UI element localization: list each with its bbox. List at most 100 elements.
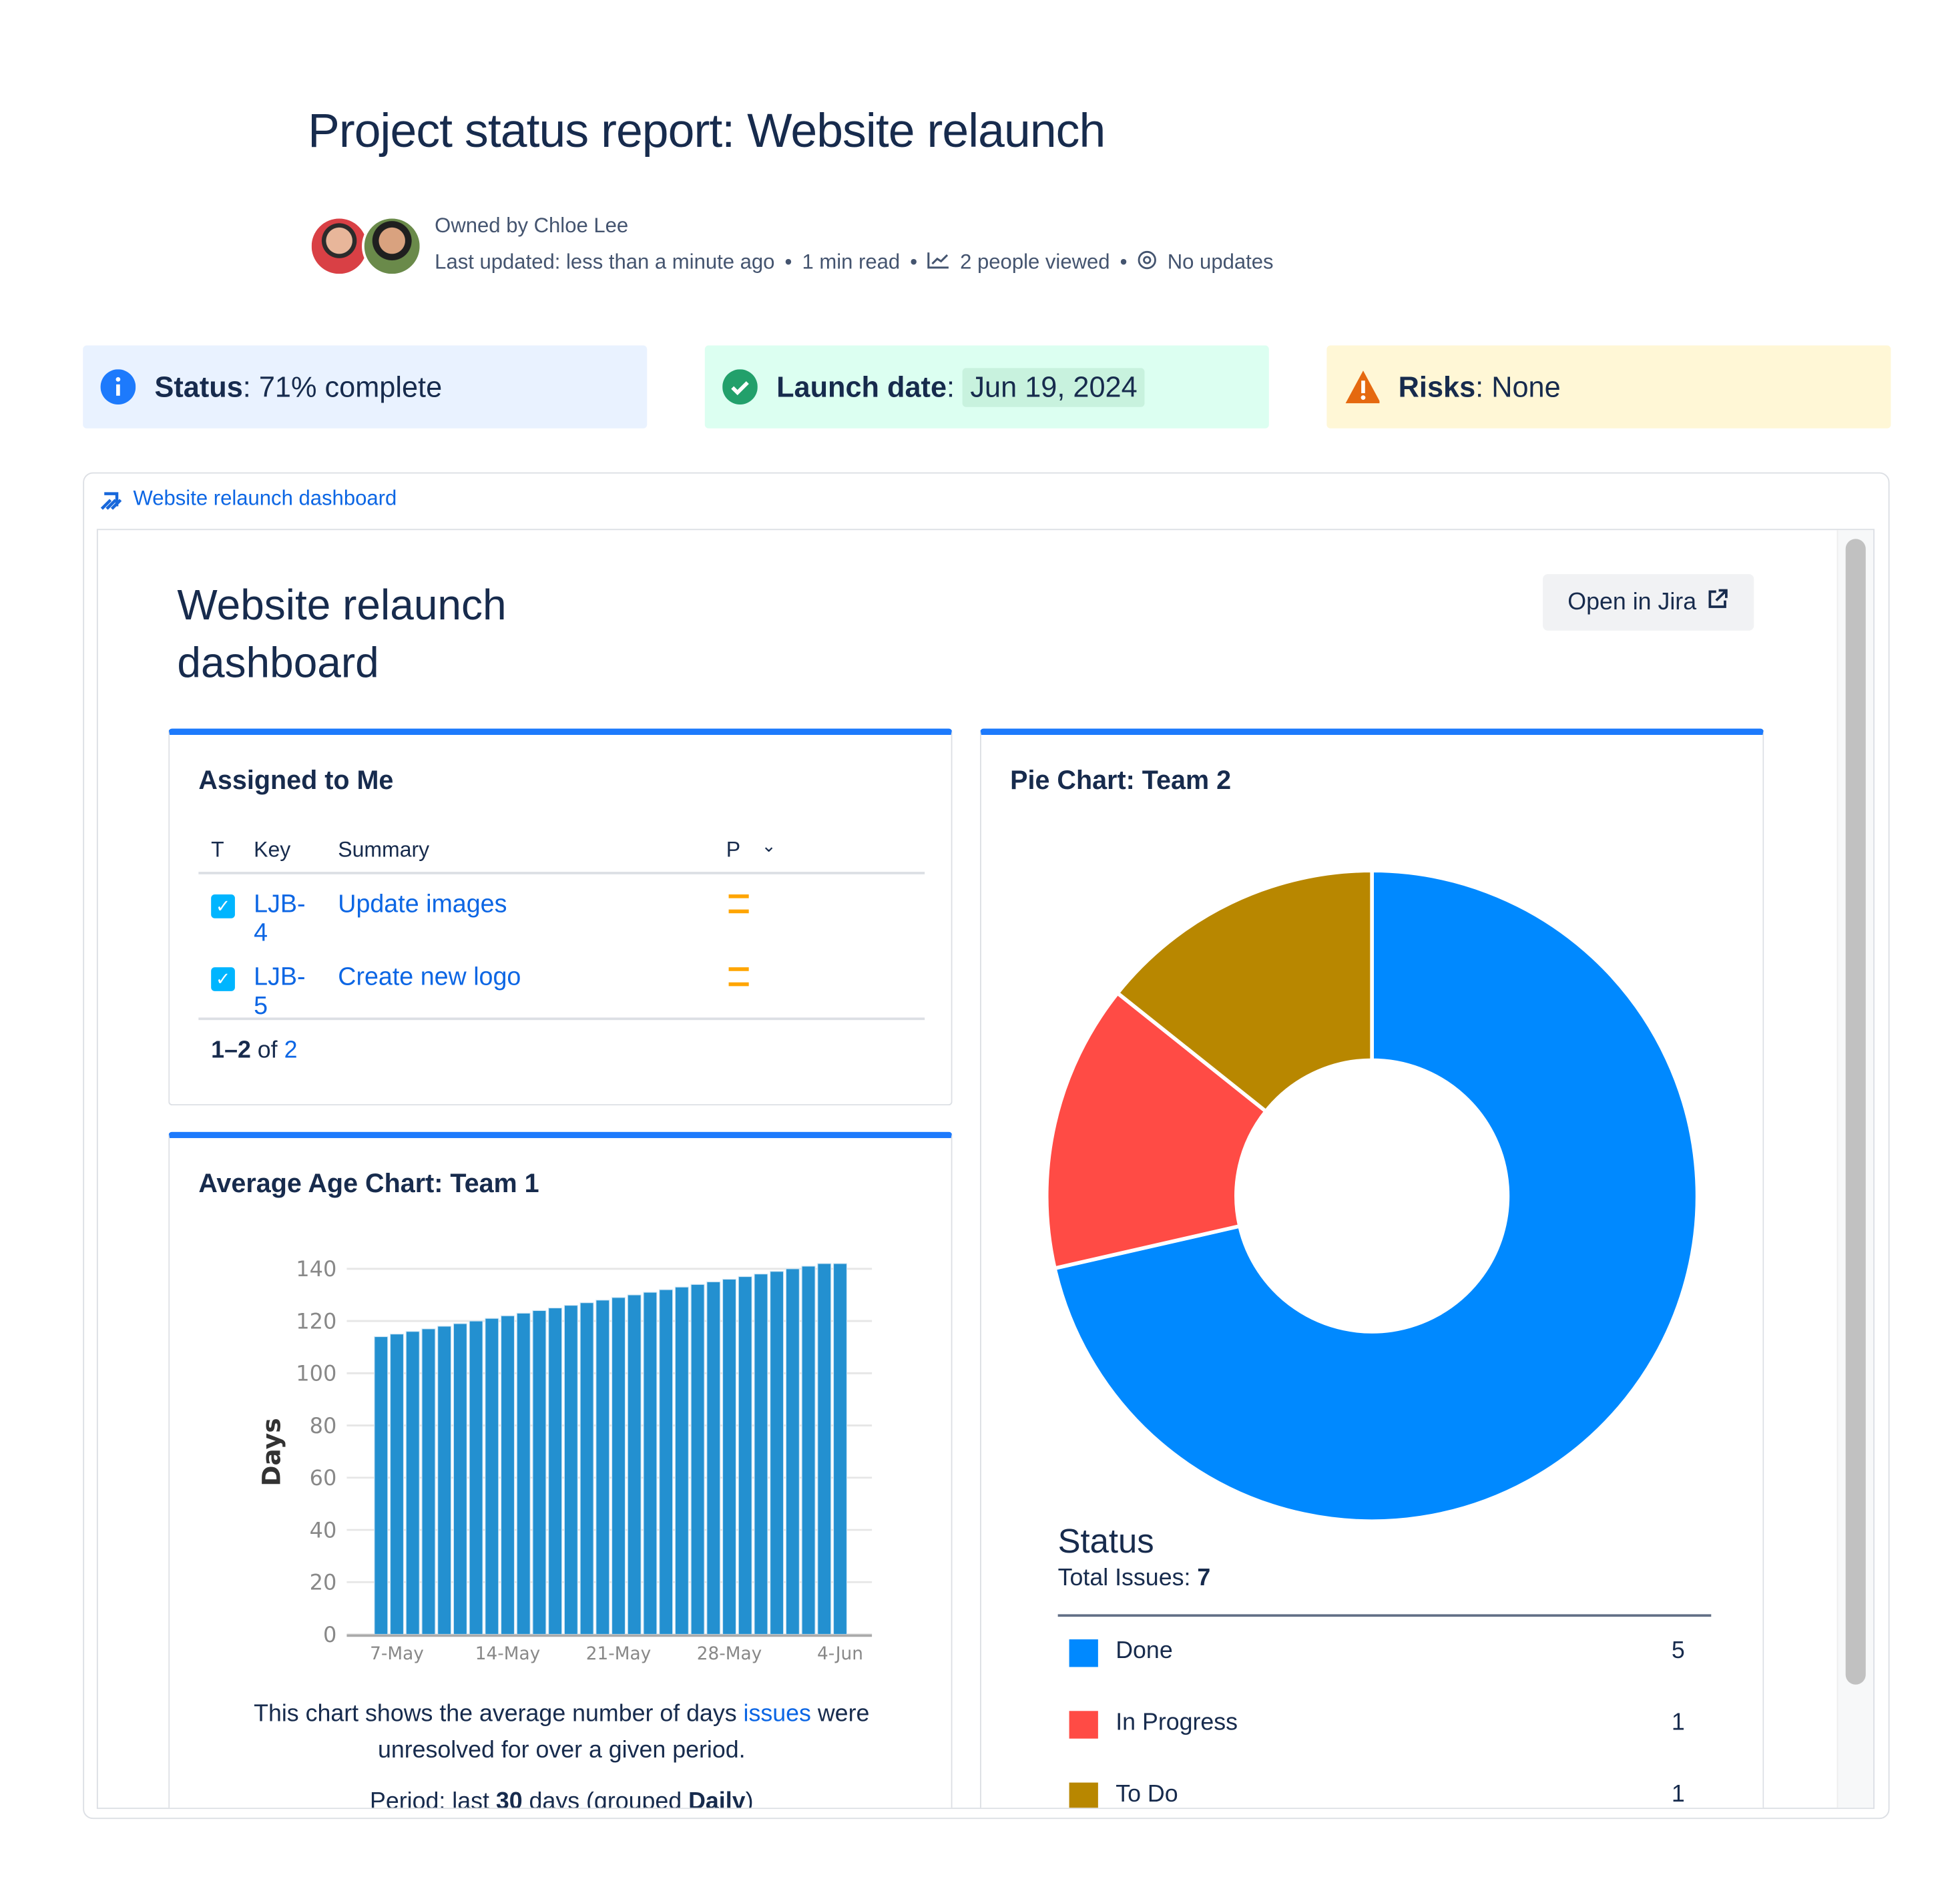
bar[interactable] <box>643 1292 658 1635</box>
bar[interactable] <box>785 1268 800 1635</box>
col-key[interactable]: Key <box>254 838 291 862</box>
bar[interactable] <box>374 1336 389 1635</box>
gadget-title: Assigned to Me <box>198 766 394 796</box>
risks-label: Risks <box>1398 370 1476 403</box>
age-bar-chart: 0 20 40 60 80 100 120 140 7-May 14-May 21-May 28-Ma… <box>257 1256 873 1664</box>
col-summary[interactable]: Summary <box>338 838 430 862</box>
bar[interactable] <box>516 1312 531 1635</box>
bar[interactable] <box>722 1278 737 1635</box>
chart-description: This chart shows the average number of d… <box>254 1701 870 1764</box>
separator: • <box>1120 251 1128 274</box>
jira-icon <box>99 489 122 517</box>
status-banner: Status: 71% complete <box>83 345 648 429</box>
legend-label: In Progress <box>1116 1709 1238 1736</box>
owner-text: Owned by Chloe Lee <box>435 214 629 238</box>
bar[interactable] <box>532 1310 547 1635</box>
chart-period: Period: last 30 days (grouped Daily) <box>370 1788 754 1810</box>
dashboard-frame: Website relaunch dashboard Open in Jira … <box>96 529 1875 1810</box>
status-label: Status <box>154 370 243 403</box>
open-in-jira-button[interactable]: Open in Jira <box>1543 574 1754 631</box>
legend-swatch <box>1069 1711 1098 1739</box>
bar[interactable] <box>579 1302 594 1635</box>
bar[interactable] <box>421 1328 436 1635</box>
gadget-title: Average Age Chart: Team 1 <box>198 1169 539 1199</box>
bar[interactable] <box>563 1305 578 1635</box>
bar[interactable] <box>595 1300 610 1635</box>
legend-count: 1 <box>1671 1781 1685 1808</box>
legend-divider <box>1057 1614 1712 1617</box>
bar[interactable] <box>754 1274 768 1635</box>
bar[interactable] <box>500 1315 515 1635</box>
pagination: 1–2 of 2 <box>211 1037 298 1065</box>
total-issues: Total Issues: 7 <box>1057 1565 1211 1592</box>
views-link[interactable]: 2 people viewed <box>960 251 1110 274</box>
y-axis-label: Days <box>257 1418 286 1486</box>
task-checkbox-icon: ✓ <box>211 967 235 991</box>
issue-summary[interactable]: Create new logo <box>338 963 521 991</box>
bar[interactable] <box>659 1289 674 1635</box>
chevron-down-icon[interactable]: ⌄ <box>761 835 776 856</box>
issue-summary[interactable]: Update images <box>338 890 507 918</box>
age-chart-gadget: Average Age Chart: Team 1 0 20 40 60 80 100 12… <box>168 1131 953 1810</box>
legend-item[interactable]: In Progress 1 <box>1069 1709 1685 1739</box>
bar[interactable] <box>738 1276 752 1635</box>
issue-key[interactable]: LJB-4 <box>254 890 306 948</box>
chart-trend-icon <box>927 251 950 275</box>
issue-key[interactable]: LJB-5 <box>254 963 306 1021</box>
x-tick-label: 28-May <box>697 1644 762 1664</box>
col-priority[interactable]: P <box>726 838 741 862</box>
bar[interactable] <box>706 1281 721 1635</box>
avatar[interactable] <box>362 216 423 277</box>
jira-embed <box>83 472 1890 1820</box>
bar[interactable] <box>485 1318 499 1635</box>
bar[interactable] <box>405 1331 420 1635</box>
divider <box>198 872 925 874</box>
x-tick-label: 14-May <box>475 1644 540 1664</box>
last-updated: Last updated: less than a minute ago <box>435 251 775 274</box>
bar[interactable] <box>548 1307 563 1635</box>
avatar[interactable] <box>308 216 370 277</box>
launch-date-label: Launch date <box>776 370 947 403</box>
bar[interactable] <box>674 1286 689 1635</box>
issues-link[interactable]: issues <box>743 1701 811 1727</box>
bar[interactable] <box>611 1297 626 1635</box>
bar[interactable] <box>469 1320 483 1635</box>
external-link-icon <box>1706 587 1729 617</box>
bar[interactable] <box>770 1271 784 1635</box>
dashboard-title: Website relaunch dashboard <box>177 581 507 688</box>
bar[interactable] <box>832 1263 848 1635</box>
pie-slice-in-progress[interactable] <box>1044 990 1269 1271</box>
bar[interactable] <box>690 1284 705 1635</box>
risks-value: None <box>1491 370 1561 403</box>
read-time: 1 min read <box>802 251 901 274</box>
scrollbar-thumb[interactable] <box>1845 539 1866 1685</box>
x-tick-label: 4-Jun <box>817 1644 863 1664</box>
pager-total-link[interactable]: 2 <box>284 1037 298 1065</box>
bar[interactable] <box>437 1326 452 1635</box>
legend-item[interactable]: Done 5 <box>1069 1638 1685 1668</box>
col-t[interactable]: T <box>211 838 224 862</box>
bar[interactable] <box>389 1334 405 1635</box>
check-circle-icon <box>722 369 758 405</box>
y-tick-label: 80 <box>310 1413 337 1438</box>
bar[interactable] <box>801 1266 816 1635</box>
launch-date-banner: Launch date: Jun 19, 2024 <box>704 345 1269 429</box>
pie-slice-to-do[interactable] <box>1115 868 1374 1114</box>
legend-label: Done <box>1116 1638 1173 1665</box>
legend-item[interactable]: To Do 1 <box>1069 1781 1685 1808</box>
bar[interactable] <box>817 1263 832 1635</box>
y-tick-label: 60 <box>310 1465 337 1491</box>
y-tick-label: 120 <box>296 1308 336 1334</box>
bar[interactable] <box>453 1323 467 1635</box>
legend-swatch <box>1069 1782 1098 1808</box>
y-tick-label: 140 <box>296 1256 336 1282</box>
bar[interactable] <box>627 1294 642 1635</box>
task-checkbox-icon: ✓ <box>211 894 235 918</box>
legend-swatch <box>1069 1639 1098 1667</box>
dashboard-link[interactable]: Website relaunch dashboard <box>133 487 397 511</box>
gadget-title: Pie Chart: Team 2 <box>1010 766 1232 796</box>
launch-date-value[interactable]: Jun 19, 2024 <box>963 367 1146 407</box>
x-tick-label: 7-May <box>370 1644 424 1664</box>
warning-icon <box>1344 369 1380 404</box>
pie-slice-done[interactable] <box>1052 868 1700 1523</box>
